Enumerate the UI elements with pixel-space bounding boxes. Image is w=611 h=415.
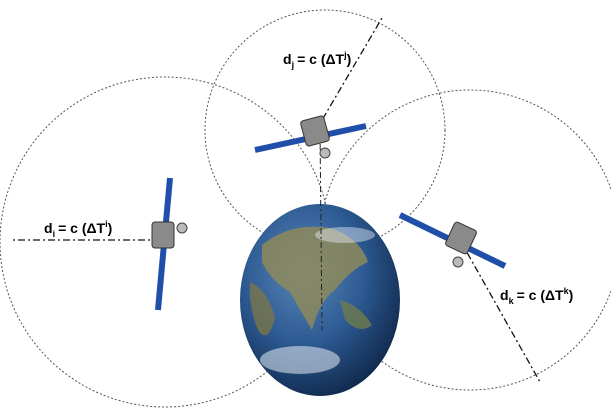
- label-part: d: [283, 51, 292, 67]
- label-part: ): [347, 51, 352, 67]
- label-part: d: [500, 287, 509, 303]
- range-label: dj= c (ΔTj): [283, 50, 351, 70]
- label-part: j: [291, 60, 295, 70]
- satellite: [400, 215, 505, 267]
- label-part: d: [44, 220, 53, 236]
- label-part: = c (ΔT: [297, 51, 344, 67]
- label-part: = c (ΔT: [58, 220, 105, 236]
- range-line: [315, 18, 382, 132]
- label-part: k: [509, 296, 515, 306]
- label-part: ): [569, 287, 574, 303]
- range-label: di= c (ΔTi): [44, 219, 112, 239]
- label-part: ): [108, 220, 113, 236]
- earth: [240, 204, 400, 396]
- label-part: = c (ΔT: [517, 287, 564, 303]
- diagram: di= c (ΔTi) dj= c (ΔTj) dk= c (ΔTk): [0, 0, 611, 415]
- label-part: i: [53, 229, 56, 239]
- range-label: dk= c (ΔTk): [500, 286, 573, 306]
- satellite: [152, 178, 187, 310]
